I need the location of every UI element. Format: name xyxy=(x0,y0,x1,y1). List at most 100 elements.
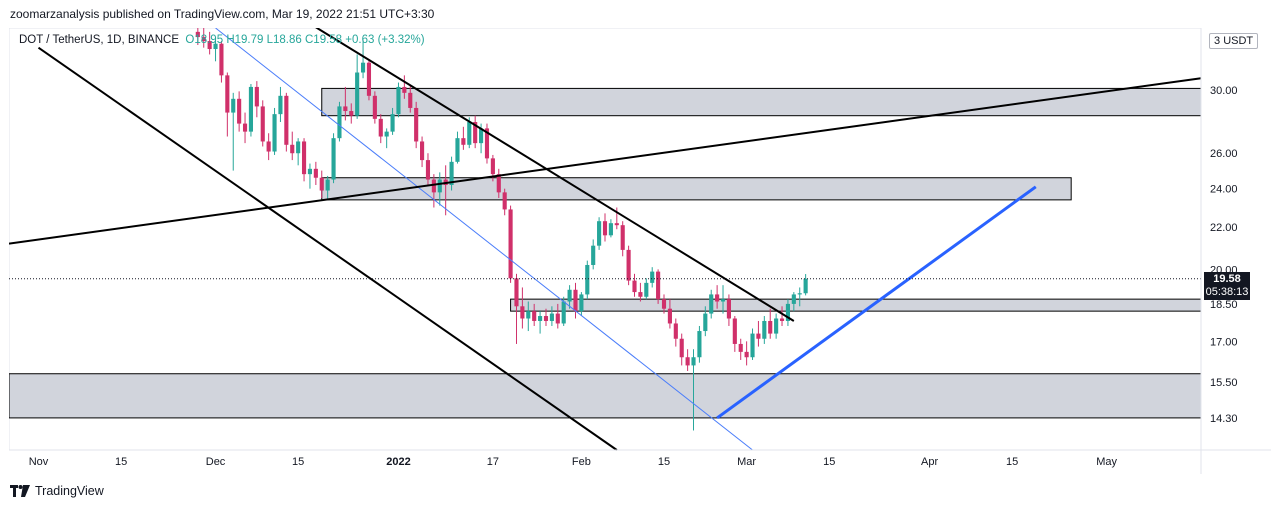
candle xyxy=(744,341,749,366)
candle-body xyxy=(278,95,283,115)
candle xyxy=(750,328,755,360)
time-tick-label: 2022 xyxy=(386,456,410,468)
candle xyxy=(402,75,407,99)
currency-prefix: 3 xyxy=(1214,35,1221,47)
candle xyxy=(620,221,625,257)
candle-body xyxy=(520,306,525,319)
candle-body xyxy=(290,144,295,154)
candle-body xyxy=(709,294,714,314)
candle xyxy=(567,285,572,309)
candle-body xyxy=(207,41,212,50)
candle-body xyxy=(325,179,330,191)
legend-low: L18.86 xyxy=(266,34,302,46)
currency-button[interactable]: 3 USDT xyxy=(1209,33,1259,49)
candle xyxy=(738,338,743,360)
candle xyxy=(307,163,313,189)
candle xyxy=(207,31,212,55)
price-tick-label: 30.00 xyxy=(1210,85,1238,97)
candle xyxy=(431,174,436,208)
last-price-value: 19.58 xyxy=(1213,273,1241,285)
candle-body xyxy=(661,299,667,309)
publisher-line: zoomarzanalysis published on TradingView… xyxy=(10,7,435,21)
candle-body xyxy=(307,168,313,175)
price-tick-label: 24.00 xyxy=(1210,184,1238,196)
candle xyxy=(791,292,796,312)
rising-long-line[interactable] xyxy=(8,77,1202,245)
candle-body xyxy=(384,131,389,137)
price-tick-label: 15.50 xyxy=(1210,377,1238,389)
legend-change: +0.63 (+3.32%) xyxy=(345,34,425,46)
candle-body xyxy=(579,294,584,312)
candle xyxy=(219,41,224,83)
candle-body xyxy=(614,223,619,226)
candle-body xyxy=(715,294,720,302)
supply-zone-upper[interactable] xyxy=(321,87,1202,117)
candle-body xyxy=(237,98,242,124)
tradingview-brand[interactable]: TradingView xyxy=(10,484,104,498)
candle xyxy=(237,91,242,132)
legend-symbol[interactable]: DOT / TetherUS, 1D, BINANCE xyxy=(19,34,179,46)
candle xyxy=(343,86,348,121)
candle xyxy=(290,131,295,161)
time-axis[interactable]: Nov 15 Dec 15 2022 17 Feb 15 Mar 15 Apr 15 May xyxy=(29,456,1118,468)
pivot-zone[interactable] xyxy=(510,298,1202,312)
candle xyxy=(691,349,696,431)
candle-body xyxy=(420,141,425,161)
candle-body xyxy=(349,111,354,116)
candle xyxy=(437,172,442,206)
channel-mid-line[interactable] xyxy=(215,27,753,451)
candle xyxy=(355,54,360,119)
candle-body xyxy=(667,308,672,324)
channel-lower-line[interactable] xyxy=(37,46,618,451)
candle xyxy=(366,59,372,101)
price-tick-label: 22.00 xyxy=(1210,222,1238,234)
candle xyxy=(785,299,790,326)
symbol-legend: DOT / TetherUS, 1D, BINANCE O18.95 H19.7… xyxy=(19,34,425,46)
price-axis[interactable]: 30.0026.0024.0022.0020.0018.5017.0015.50… xyxy=(1210,85,1238,425)
candle-body xyxy=(355,72,360,116)
candle-body xyxy=(284,95,289,145)
candle xyxy=(319,170,324,198)
candle xyxy=(473,115,478,149)
candle-body xyxy=(532,311,537,321)
candle-body xyxy=(602,221,608,236)
candle-body xyxy=(266,141,271,152)
candle xyxy=(414,101,419,149)
candle-body xyxy=(549,313,554,321)
candle xyxy=(526,301,531,332)
time-tick-label: 15 xyxy=(823,456,835,468)
candle-body xyxy=(396,86,401,115)
candle-body xyxy=(650,271,655,283)
legend-high: H19.79 xyxy=(226,34,264,46)
candle xyxy=(756,320,761,347)
channel-upper-line[interactable] xyxy=(285,8,795,322)
candle-body xyxy=(791,294,796,304)
candle-body xyxy=(573,289,578,312)
blue-support-line[interactable] xyxy=(716,185,1037,420)
time-tick-label: Nov xyxy=(29,456,49,468)
candle-body xyxy=(313,168,318,178)
candle xyxy=(242,112,248,144)
price-tick-label: 17.00 xyxy=(1210,336,1238,348)
demand-zone[interactable] xyxy=(8,373,1202,419)
candle xyxy=(732,316,737,352)
candle-body xyxy=(774,318,779,334)
candle-body xyxy=(425,160,431,180)
last-price-badge: 19.58 05:38:13 xyxy=(1204,272,1250,300)
candlestick-chart[interactable]: 30.0026.0024.0022.0020.0018.5017.0015.50… xyxy=(8,8,1271,474)
candle xyxy=(538,311,543,334)
candle-body xyxy=(750,333,755,358)
candle-body xyxy=(231,98,236,113)
candle-body xyxy=(479,128,484,144)
candle-body xyxy=(744,351,749,358)
candle-body xyxy=(272,114,277,152)
candle xyxy=(248,84,254,137)
candle xyxy=(408,85,413,113)
candle xyxy=(331,133,336,184)
candle xyxy=(697,325,702,363)
candle xyxy=(715,285,720,309)
candle-body xyxy=(455,138,460,162)
candle-body xyxy=(319,177,324,191)
time-tick-label: Dec xyxy=(206,456,226,468)
candle-body xyxy=(597,221,602,246)
